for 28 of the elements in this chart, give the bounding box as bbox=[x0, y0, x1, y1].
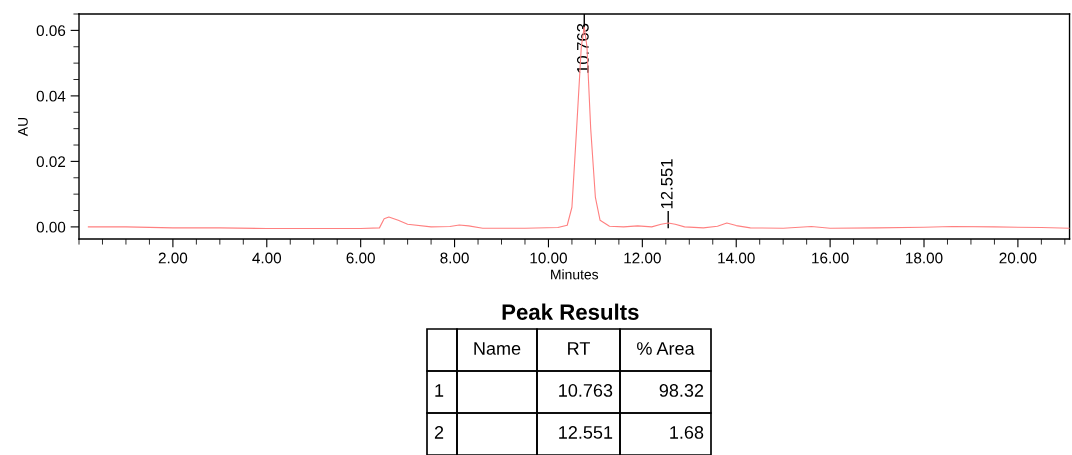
text: Name bbox=[474, 342, 521, 355]
text: % Area bbox=[637, 342, 695, 355]
text: 2 bbox=[434, 426, 444, 439]
y-tick-label: 0.04 bbox=[36, 90, 66, 102]
x-tick-label: 6.00 bbox=[346, 252, 375, 264]
x-tick-label: 4.00 bbox=[252, 252, 282, 264]
y-axis-title: AU bbox=[18, 117, 28, 137]
y-tick-label: 0.02 bbox=[36, 156, 66, 168]
x-tick-label: 10.00 bbox=[530, 252, 567, 264]
x-tick-label: 12.00 bbox=[624, 252, 661, 264]
x-axis-title: Minutes bbox=[551, 269, 599, 280]
x-tick-label: 14.00 bbox=[718, 252, 755, 264]
y-tick-label: 0.06 bbox=[36, 25, 66, 37]
text: Peak Results bbox=[502, 303, 639, 320]
x-tick-label: 16.00 bbox=[812, 252, 849, 264]
x-tick-label: 18.00 bbox=[906, 252, 943, 264]
text: 98.32 bbox=[659, 384, 704, 397]
annotation: 10.763 bbox=[576, 23, 589, 73]
text: 12.551 bbox=[559, 426, 613, 439]
x-tick-label: 8.00 bbox=[440, 252, 469, 264]
text: 1.68 bbox=[670, 426, 704, 439]
x-tick-label: 2.00 bbox=[158, 252, 188, 264]
text: RT bbox=[568, 342, 590, 355]
x-tick-label: 20.00 bbox=[999, 252, 1037, 264]
annotation: 12.551 bbox=[660, 159, 673, 209]
y-tick-label: 0.00 bbox=[36, 221, 66, 233]
text: 1 bbox=[435, 384, 444, 397]
text: 10.763 bbox=[559, 384, 613, 397]
